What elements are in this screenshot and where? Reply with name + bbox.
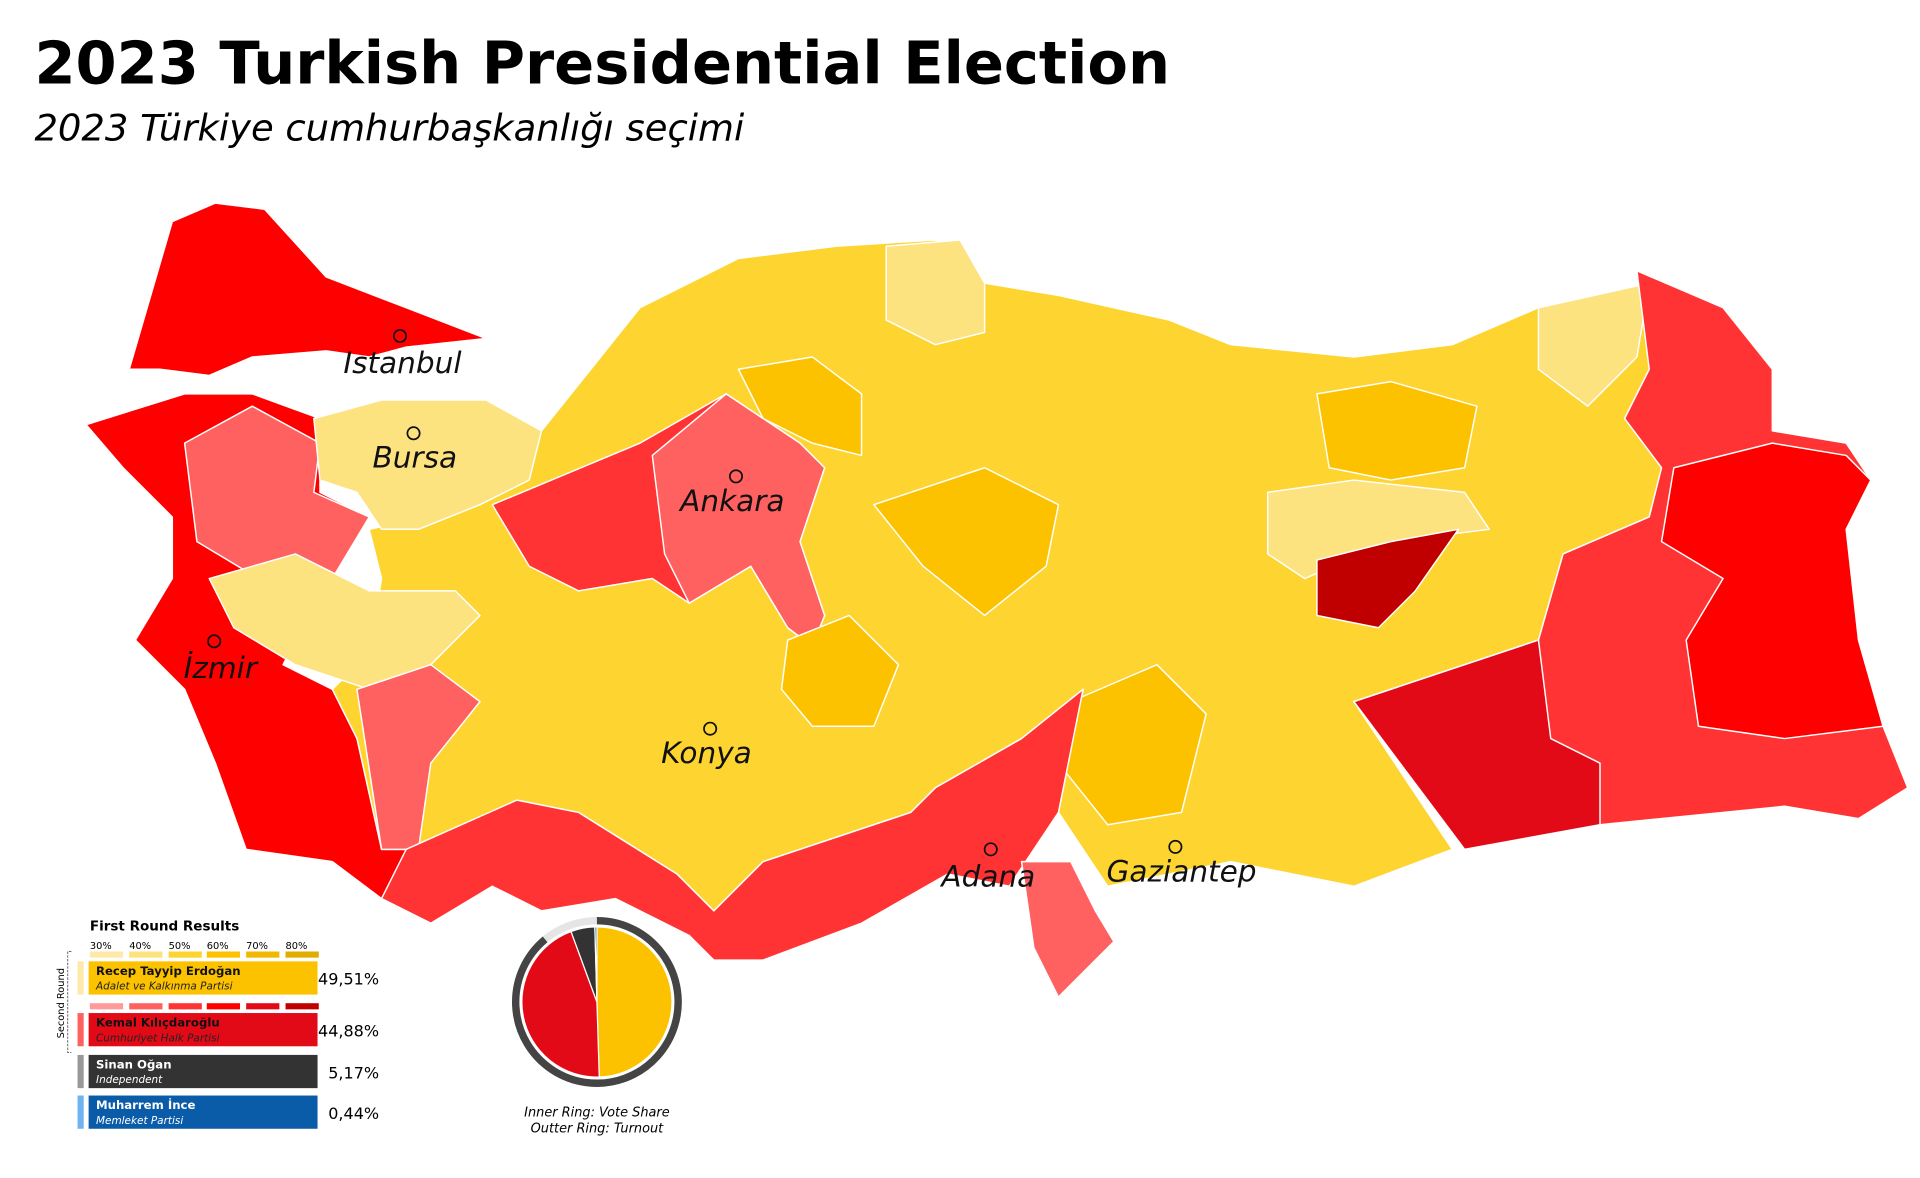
region bbox=[1537, 282, 1650, 407]
scale-swatch bbox=[89, 951, 124, 958]
vote-share: 5,17% bbox=[328, 1063, 379, 1082]
city-dot bbox=[983, 842, 998, 857]
pie-slice bbox=[596, 926, 673, 1078]
scale-label: 50% bbox=[169, 941, 191, 952]
candidate-name: Kemal Kılıçdaroğlu bbox=[96, 1016, 220, 1030]
party-name: Independent bbox=[96, 1074, 163, 1086]
region bbox=[1316, 528, 1460, 629]
subtitle: 2023 Türkiye cumhurbaşkanlığı seçimi bbox=[34, 106, 744, 149]
side-bar bbox=[77, 961, 84, 995]
region bbox=[313, 399, 543, 531]
candidate-box bbox=[88, 961, 318, 995]
candidate-name: Sinan Oğan bbox=[96, 1057, 172, 1071]
region bbox=[1353, 639, 1601, 851]
scale-swatch bbox=[206, 1003, 240, 1010]
party-name: Adalet ve Kalkınma Partisi bbox=[95, 981, 233, 993]
party-name: Memleket Partisi bbox=[96, 1115, 183, 1127]
city-dot bbox=[406, 426, 421, 441]
vote-share: 49,51% bbox=[318, 970, 379, 989]
region bbox=[183, 405, 370, 580]
pie-slice bbox=[521, 930, 600, 1078]
vote-share: 44,88% bbox=[318, 1021, 379, 1040]
region bbox=[356, 663, 481, 851]
scale-label: 60% bbox=[207, 941, 229, 952]
party-name: Cumhuriyet Halk Partisi bbox=[96, 1032, 220, 1044]
turkey-map bbox=[85, 202, 1909, 998]
region bbox=[1660, 442, 1884, 740]
region bbox=[873, 467, 1060, 617]
scale-swatch bbox=[246, 1003, 280, 1010]
candidate-box bbox=[88, 1054, 318, 1089]
region bbox=[128, 202, 487, 377]
pie-slice bbox=[594, 926, 598, 1002]
candidate-box bbox=[88, 1095, 318, 1129]
scale-swatch bbox=[168, 1003, 202, 1010]
region bbox=[380, 688, 1084, 961]
city-label: Adana bbox=[939, 859, 1035, 893]
candidate-name: Recep Tayyip Erdoğan bbox=[96, 964, 241, 978]
legend-title: First Round Results bbox=[90, 919, 239, 935]
city-label: Bursa bbox=[372, 441, 457, 475]
region bbox=[885, 239, 986, 346]
city-label: Konya bbox=[661, 736, 752, 770]
city-dot bbox=[703, 721, 718, 736]
side-bar bbox=[77, 1054, 84, 1089]
turnout-ring bbox=[512, 917, 682, 1087]
scale-swatch bbox=[285, 1003, 319, 1010]
pie-caption: Outter Ring: Turnout bbox=[531, 1121, 665, 1136]
side-bar bbox=[77, 1013, 84, 1047]
title: 2023 Turkish Presidential Election bbox=[34, 29, 1170, 98]
pie-caption: Inner Ring: Vote Share bbox=[524, 1105, 670, 1120]
city-dot bbox=[728, 469, 744, 484]
scale-swatch bbox=[129, 1003, 163, 1010]
candidate-box bbox=[88, 1013, 318, 1047]
scale-swatch bbox=[168, 951, 202, 958]
scale-label: 70% bbox=[246, 941, 268, 952]
city-dot bbox=[1168, 839, 1183, 854]
scale-label: 30% bbox=[90, 941, 112, 952]
scale-swatch bbox=[285, 951, 319, 958]
vote-share: 0,44% bbox=[328, 1104, 379, 1123]
region bbox=[208, 553, 481, 691]
scale-swatch bbox=[89, 1003, 124, 1010]
scale-swatch bbox=[246, 951, 280, 958]
city-markers: Istanbul Bursa Ankara İzmir Konya Adana Gazian… bbox=[184, 329, 1257, 893]
scale-swatch bbox=[129, 951, 163, 958]
city-label: Ankara bbox=[678, 484, 784, 518]
scale-swatch bbox=[206, 951, 240, 958]
bracket bbox=[67, 951, 72, 1053]
city-label: İzmir bbox=[184, 650, 259, 685]
region bbox=[1020, 860, 1115, 998]
candidate-name: Muharrem İnce bbox=[96, 1097, 195, 1112]
city-dot bbox=[392, 329, 408, 344]
scale-label: 80% bbox=[286, 941, 308, 952]
legend: First Round Results Second Round 30% 40% 5… bbox=[56, 919, 379, 1129]
region bbox=[1316, 380, 1478, 481]
side-bar bbox=[77, 1095, 84, 1129]
city-label: Istanbul bbox=[343, 346, 462, 380]
region bbox=[780, 614, 900, 727]
scale-label: 40% bbox=[129, 941, 151, 952]
second-round-label: Second Round bbox=[56, 968, 67, 1038]
city-dot bbox=[207, 634, 222, 649]
city-label: Gaziantep bbox=[1107, 854, 1257, 888]
